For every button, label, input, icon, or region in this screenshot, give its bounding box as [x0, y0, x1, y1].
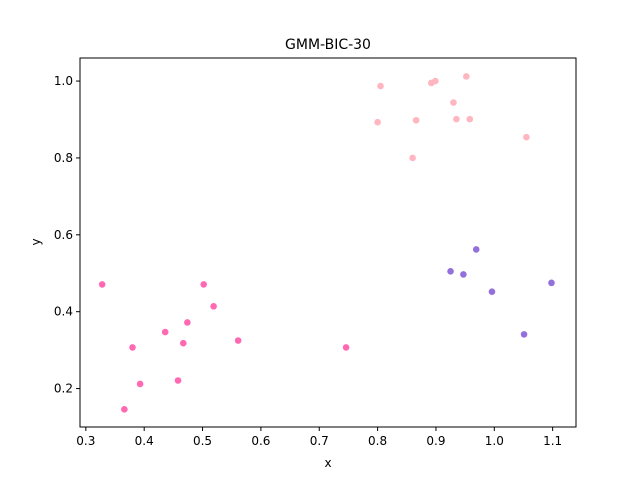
- x-tick-label: 0.4: [135, 434, 154, 448]
- x-tick-label: 0.9: [426, 434, 445, 448]
- y-axis: 0.2 0.4 0.6 0.8 1.0: [54, 74, 80, 396]
- data-point-series-1: [174, 377, 182, 384]
- data-point-series-1: [234, 337, 242, 344]
- data-point-series-2: [409, 154, 416, 162]
- data-point-series-2: [523, 133, 530, 141]
- x-tick-label: 0.7: [310, 434, 329, 448]
- x-tick-label: 0.6: [251, 434, 270, 448]
- data-point-series-2: [466, 115, 474, 123]
- y-tick-label: 0.2: [54, 382, 73, 396]
- data-point-series-1: [210, 303, 217, 310]
- data-point-series-3: [447, 268, 454, 275]
- data-point-series-2: [412, 116, 420, 124]
- data-point-series-2: [377, 82, 384, 90]
- data-point-series-1: [136, 380, 144, 388]
- data-point-series-1: [184, 319, 191, 326]
- data-point-series-1: [161, 328, 169, 336]
- chart-title: GMM-BIC-30: [285, 37, 371, 53]
- data-point-series-3: [460, 271, 467, 278]
- y-tick-label: 0.6: [54, 228, 73, 242]
- data-point-series-1: [98, 281, 106, 288]
- data-point-series-1: [342, 344, 350, 351]
- x-axis: 0.3 0.4 0.5 0.6 0.7 0.8 0.9 1.0 1.1: [76, 427, 562, 448]
- data-point-series-3: [488, 288, 496, 296]
- data-point-series-3: [520, 331, 528, 338]
- x-axis-label: x: [324, 456, 331, 470]
- data-point-series-3: [472, 246, 480, 253]
- data-point-series-2: [374, 118, 381, 126]
- data-point-series-1: [121, 406, 128, 413]
- data-point-series-2: [432, 77, 439, 85]
- y-tick-label: 1.0: [54, 74, 73, 88]
- data-point-series-1: [179, 339, 187, 347]
- x-tick-label: 0.8: [368, 434, 387, 448]
- x-tick-label: 0.3: [76, 434, 95, 448]
- x-tick-label: 1.0: [485, 434, 504, 448]
- data-point-series-1: [129, 344, 136, 351]
- plot-frame: [79, 57, 577, 428]
- data-point-series-2: [462, 73, 470, 80]
- y-axis-label: y: [29, 238, 43, 245]
- points-layer: [98, 73, 555, 413]
- x-tick-label: 0.5: [193, 434, 212, 448]
- data-point-series-3: [548, 279, 555, 287]
- data-point-series-1: [200, 281, 208, 288]
- x-tick-label: 1.1: [543, 434, 562, 448]
- y-tick-label: 0.4: [54, 305, 73, 319]
- data-point-series-2: [453, 115, 460, 123]
- data-point-series-2: [450, 99, 457, 106]
- y-tick-label: 0.8: [54, 151, 73, 165]
